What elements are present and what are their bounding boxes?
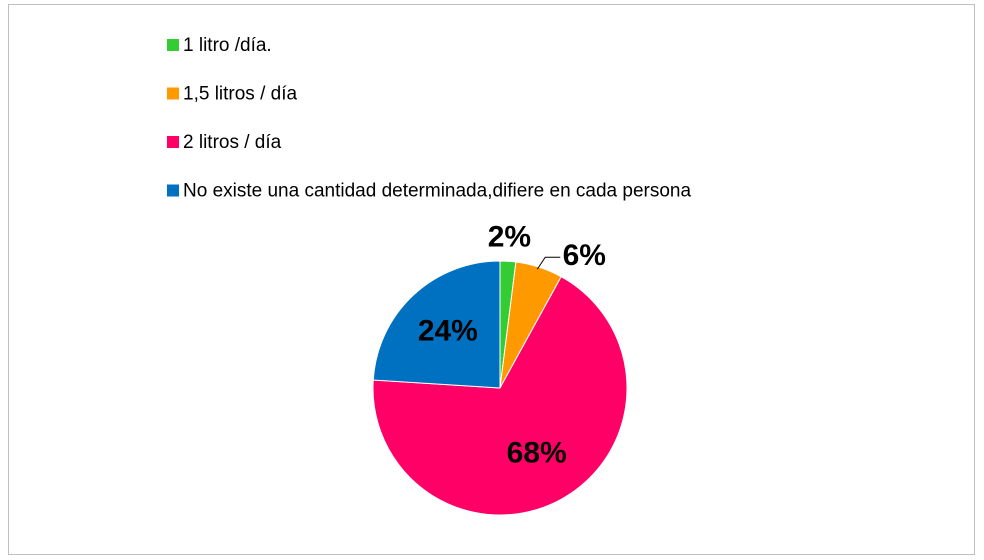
pie-slice (372, 260, 501, 389)
legend-label: 1,5 litros / día (183, 84, 297, 105)
legend-swatch (167, 184, 179, 197)
data-label: 6% (563, 239, 606, 272)
legend-label: 2 litros / día (183, 132, 282, 153)
legend-swatch (167, 136, 179, 148)
legend-label: No existe una cantidad determinada,difie… (183, 181, 691, 202)
pie-slice (372, 276, 628, 516)
legend-label: 1 litro /día. (183, 35, 272, 56)
data-label: 2% (488, 220, 531, 253)
data-label: 24% (418, 314, 478, 347)
legend-swatch (167, 87, 179, 100)
leader-line (536, 256, 561, 270)
data-label: 68% (507, 437, 567, 470)
legend-swatch (167, 39, 179, 51)
